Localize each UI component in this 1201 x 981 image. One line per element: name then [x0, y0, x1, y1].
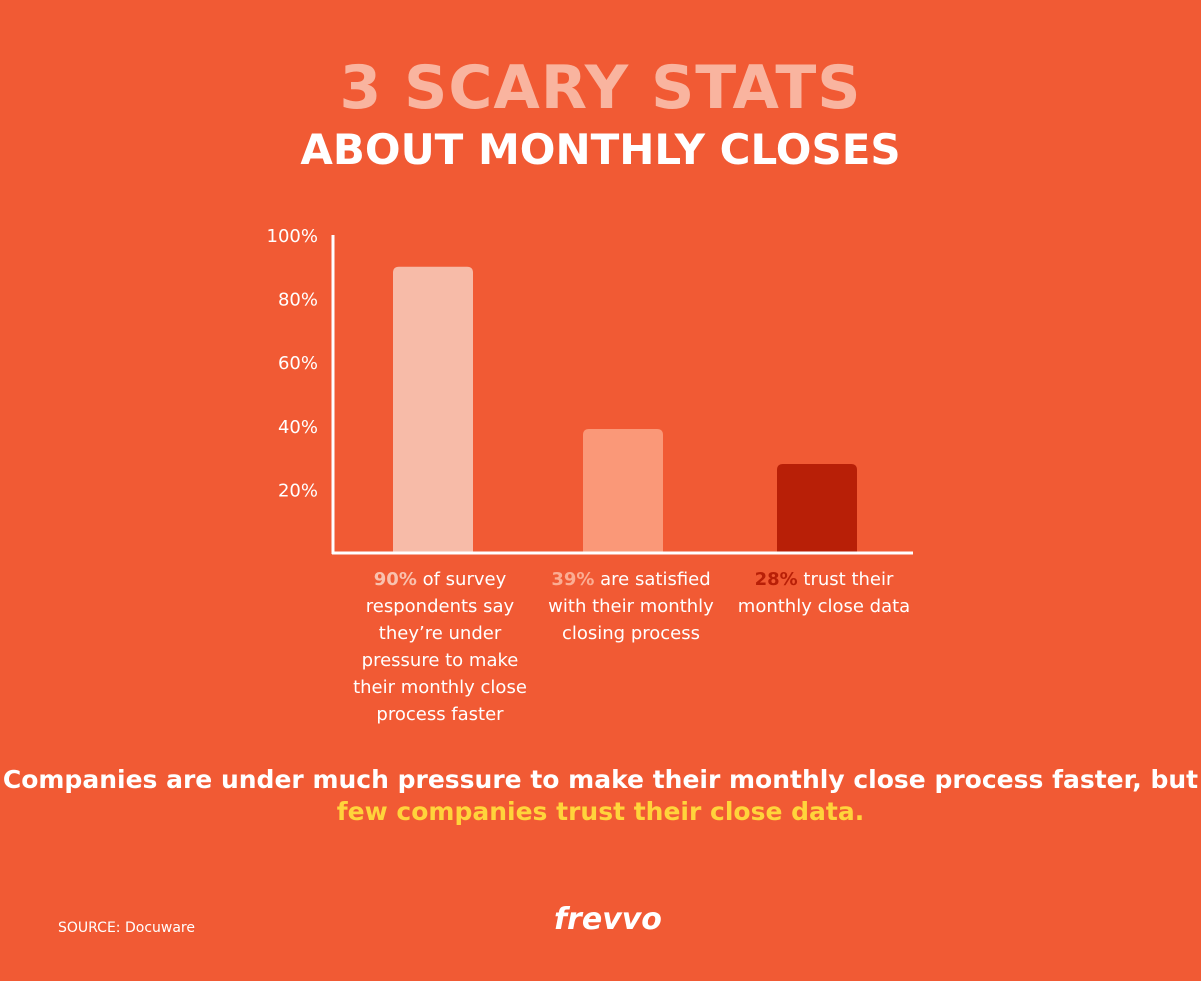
y-tick-label-20: 20% — [278, 480, 318, 501]
chart-title: 3 SCARY STATS — [339, 53, 862, 123]
caption-3: 28% trust their monthly close data — [724, 566, 924, 620]
caption-1-pct: 90% — [373, 569, 417, 590]
bar-3 — [777, 463, 857, 553]
frevvo-logo: frevvo — [554, 902, 662, 937]
summary-text: Companies are under much pressure to mak… — [0, 764, 1201, 828]
caption-1-text: of survey respondents say they’re under … — [353, 569, 527, 725]
chart-subtitle: ABOUT MONTHLY CLOSES — [300, 125, 901, 174]
caption-2: 39% are satisfied with their monthly clo… — [531, 566, 731, 647]
caption-3-pct: 28% — [754, 569, 798, 590]
source-label: SOURCE: Docuware — [58, 920, 195, 936]
y-tick-label-40: 40% — [278, 417, 318, 438]
caption-2-text: are satisfied with their monthly closing… — [548, 569, 714, 644]
summary-line: Companies are under much pressure to mak… — [2, 765, 1199, 794]
y-tick-label-100: 100% — [267, 226, 318, 247]
caption-2-pct: 39% — [551, 569, 595, 590]
caption-3-text: trust their monthly close data — [737, 569, 911, 617]
bar-2 — [583, 428, 663, 553]
summary-highlight: few companies trust their close data. — [336, 797, 865, 826]
caption-1: 90% of survey respondents say they’re un… — [340, 566, 540, 728]
y-tick-label-60: 60% — [278, 353, 318, 374]
bar-1 — [393, 266, 473, 553]
y-tick-label-80: 80% — [278, 290, 318, 311]
